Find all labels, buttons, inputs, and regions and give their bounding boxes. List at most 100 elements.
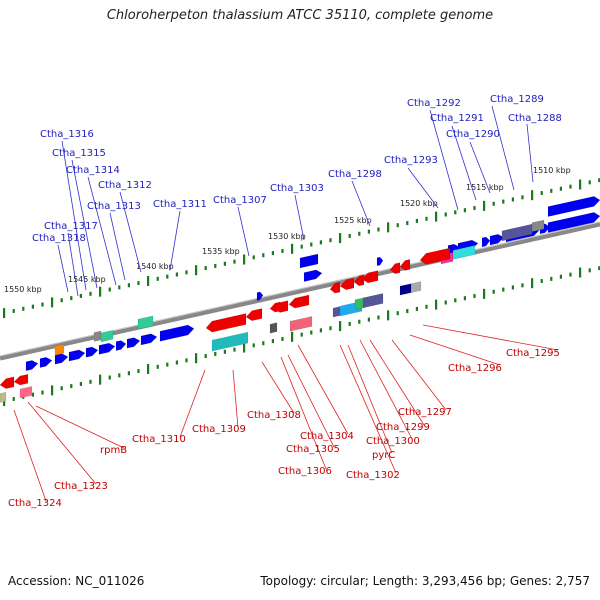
tick-reverse [233, 348, 235, 352]
gene-reverse-arrow [289, 295, 309, 308]
tick-forward [61, 298, 63, 302]
tick-forward [13, 309, 15, 313]
tick-reverse [205, 354, 207, 358]
gene-label-reverse: Ctha_1296 [448, 363, 502, 374]
tick-reverse [445, 300, 447, 304]
tick-forward [397, 223, 399, 227]
gene-forward-arrow [69, 350, 85, 361]
gene-label-reverse: Ctha_1309 [192, 424, 246, 435]
gene-reverse-arrow [14, 374, 28, 385]
tick-forward [118, 285, 120, 289]
tick-forward [493, 202, 495, 206]
kbp-label: 1550 kbp [4, 285, 42, 294]
tick-forward [358, 232, 360, 236]
tick-forward [109, 288, 111, 292]
tick-reverse [397, 311, 399, 315]
tick-reverse [99, 375, 101, 385]
tick-forward [272, 251, 274, 255]
tick-forward [80, 294, 82, 298]
gene-label-reverse: Ctha_1299 [376, 422, 430, 433]
tick-reverse [416, 307, 418, 311]
tick-forward [377, 227, 379, 231]
tick-forward [464, 208, 466, 212]
leader-line-reverse [392, 340, 446, 410]
tick-forward [32, 305, 34, 309]
gene-reverse-arrow [206, 314, 246, 333]
gene-box [101, 330, 113, 342]
tick-reverse [70, 384, 72, 388]
tick-forward [416, 219, 418, 223]
tick-reverse [493, 290, 495, 294]
gene-reverse-arrow [0, 377, 14, 389]
gene-box [363, 293, 383, 307]
tick-reverse [109, 376, 111, 380]
tick-reverse [214, 352, 216, 356]
leader-line-reverse [262, 362, 294, 413]
tick-forward [329, 238, 331, 242]
tick-forward [502, 200, 504, 204]
gene-forward-arrow [40, 357, 52, 367]
tick-forward [137, 281, 139, 285]
gene-box [300, 254, 318, 268]
tick-reverse [358, 320, 360, 324]
leader-line-reverse [28, 402, 96, 484]
tick-forward [214, 264, 216, 268]
tick-reverse [310, 330, 312, 334]
tick-reverse [41, 391, 43, 395]
gene-label-reverse: Ctha_1305 [286, 444, 340, 455]
leader-line-forward [62, 141, 86, 290]
kbp-label: 1535 kbp [202, 247, 240, 256]
gene-label-forward: Ctha_1292 [407, 98, 461, 109]
tick-forward [195, 265, 197, 275]
kbp-label: 1525 kbp [334, 216, 372, 225]
tick-reverse [368, 318, 370, 322]
tick-reverse [589, 268, 591, 272]
gene-label-reverse: Ctha_1323 [54, 481, 108, 492]
tick-reverse [550, 277, 552, 281]
tick-reverse [377, 315, 379, 319]
gene-label-forward: Ctha_1293 [384, 155, 438, 166]
gene-forward-arrow [377, 257, 383, 266]
tick-reverse [195, 353, 197, 363]
gene-label-forward: Ctha_1314 [66, 165, 120, 176]
backbone-highlight [0, 222, 600, 356]
tick-forward [521, 195, 523, 199]
leader-line-forward [527, 124, 533, 182]
tick-reverse [512, 285, 514, 289]
gene-box [20, 386, 32, 398]
gene-reverse-arrow [362, 271, 378, 283]
tick-forward [3, 308, 5, 318]
tick-forward [128, 283, 130, 287]
tick-reverse [502, 288, 504, 292]
tick-forward [550, 189, 552, 193]
gene-forward-arrow [304, 270, 322, 282]
tick-forward [157, 277, 159, 281]
gene-forward-arrow [26, 360, 38, 370]
tick-reverse [176, 361, 178, 365]
tick-reverse [406, 309, 408, 313]
tick-reverse [473, 294, 475, 298]
tick-reverse [329, 326, 331, 330]
tick-forward [339, 233, 341, 243]
tick-forward [483, 201, 485, 211]
gene-label-reverse: Ctha_1306 [278, 466, 332, 477]
tick-reverse [147, 364, 149, 374]
gene-forward-arrow [99, 343, 115, 354]
gene-box [290, 316, 312, 331]
gene-label-reverse: Ctha_1295 [506, 348, 560, 359]
tick-reverse [13, 397, 15, 401]
kbp-label: 1545 kbp [68, 275, 106, 284]
tick-reverse [301, 333, 303, 337]
gene-label-forward: Ctha_1290 [446, 129, 500, 140]
backbone-track [0, 224, 600, 358]
gene-label-reverse: Ctha_1304 [300, 431, 354, 442]
tick-forward [445, 212, 447, 216]
tick-forward [41, 303, 43, 307]
accession-text: Accession: NC_011026 [8, 574, 144, 588]
gene-forward-arrow [141, 334, 157, 345]
tick-reverse [118, 373, 120, 377]
leader-line-reverse [14, 410, 46, 501]
tick-reverse [464, 296, 466, 300]
gene-label-forward: Ctha_1289 [490, 94, 544, 105]
tick-forward [224, 262, 226, 266]
